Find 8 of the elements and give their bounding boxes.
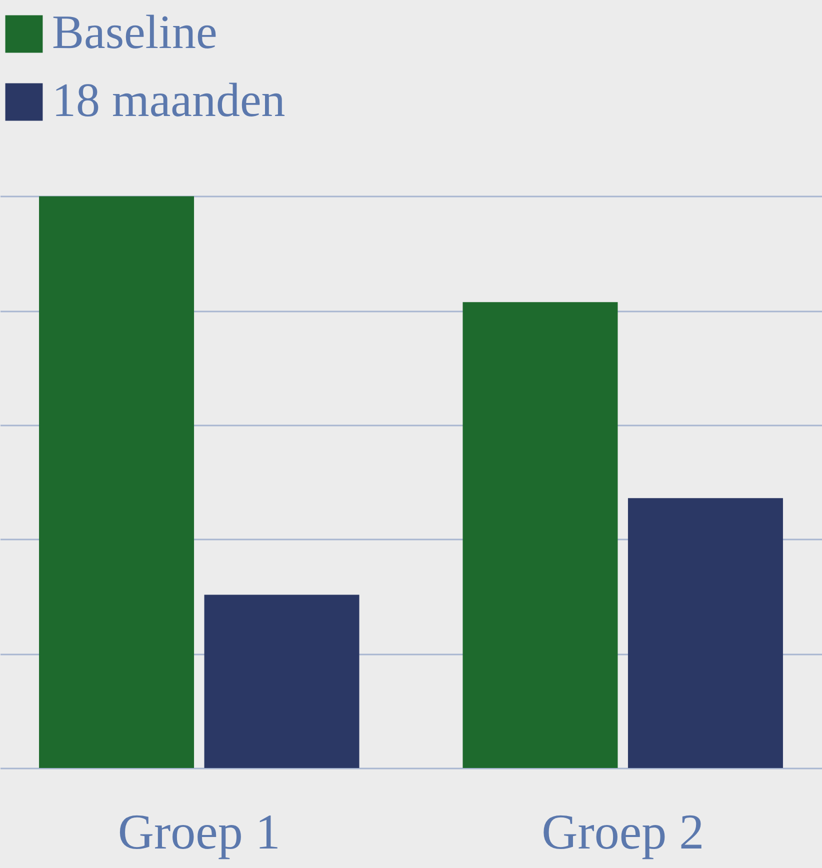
x-tick-label: Groep 1 [118,804,280,860]
legend-label: 18 maanden [52,74,286,127]
bar [39,196,194,768]
bar [204,594,360,768]
bar [628,498,783,768]
bar [462,302,618,768]
legend-label: Baseline [52,6,218,59]
x-tick-label: Groep 2 [542,804,704,860]
